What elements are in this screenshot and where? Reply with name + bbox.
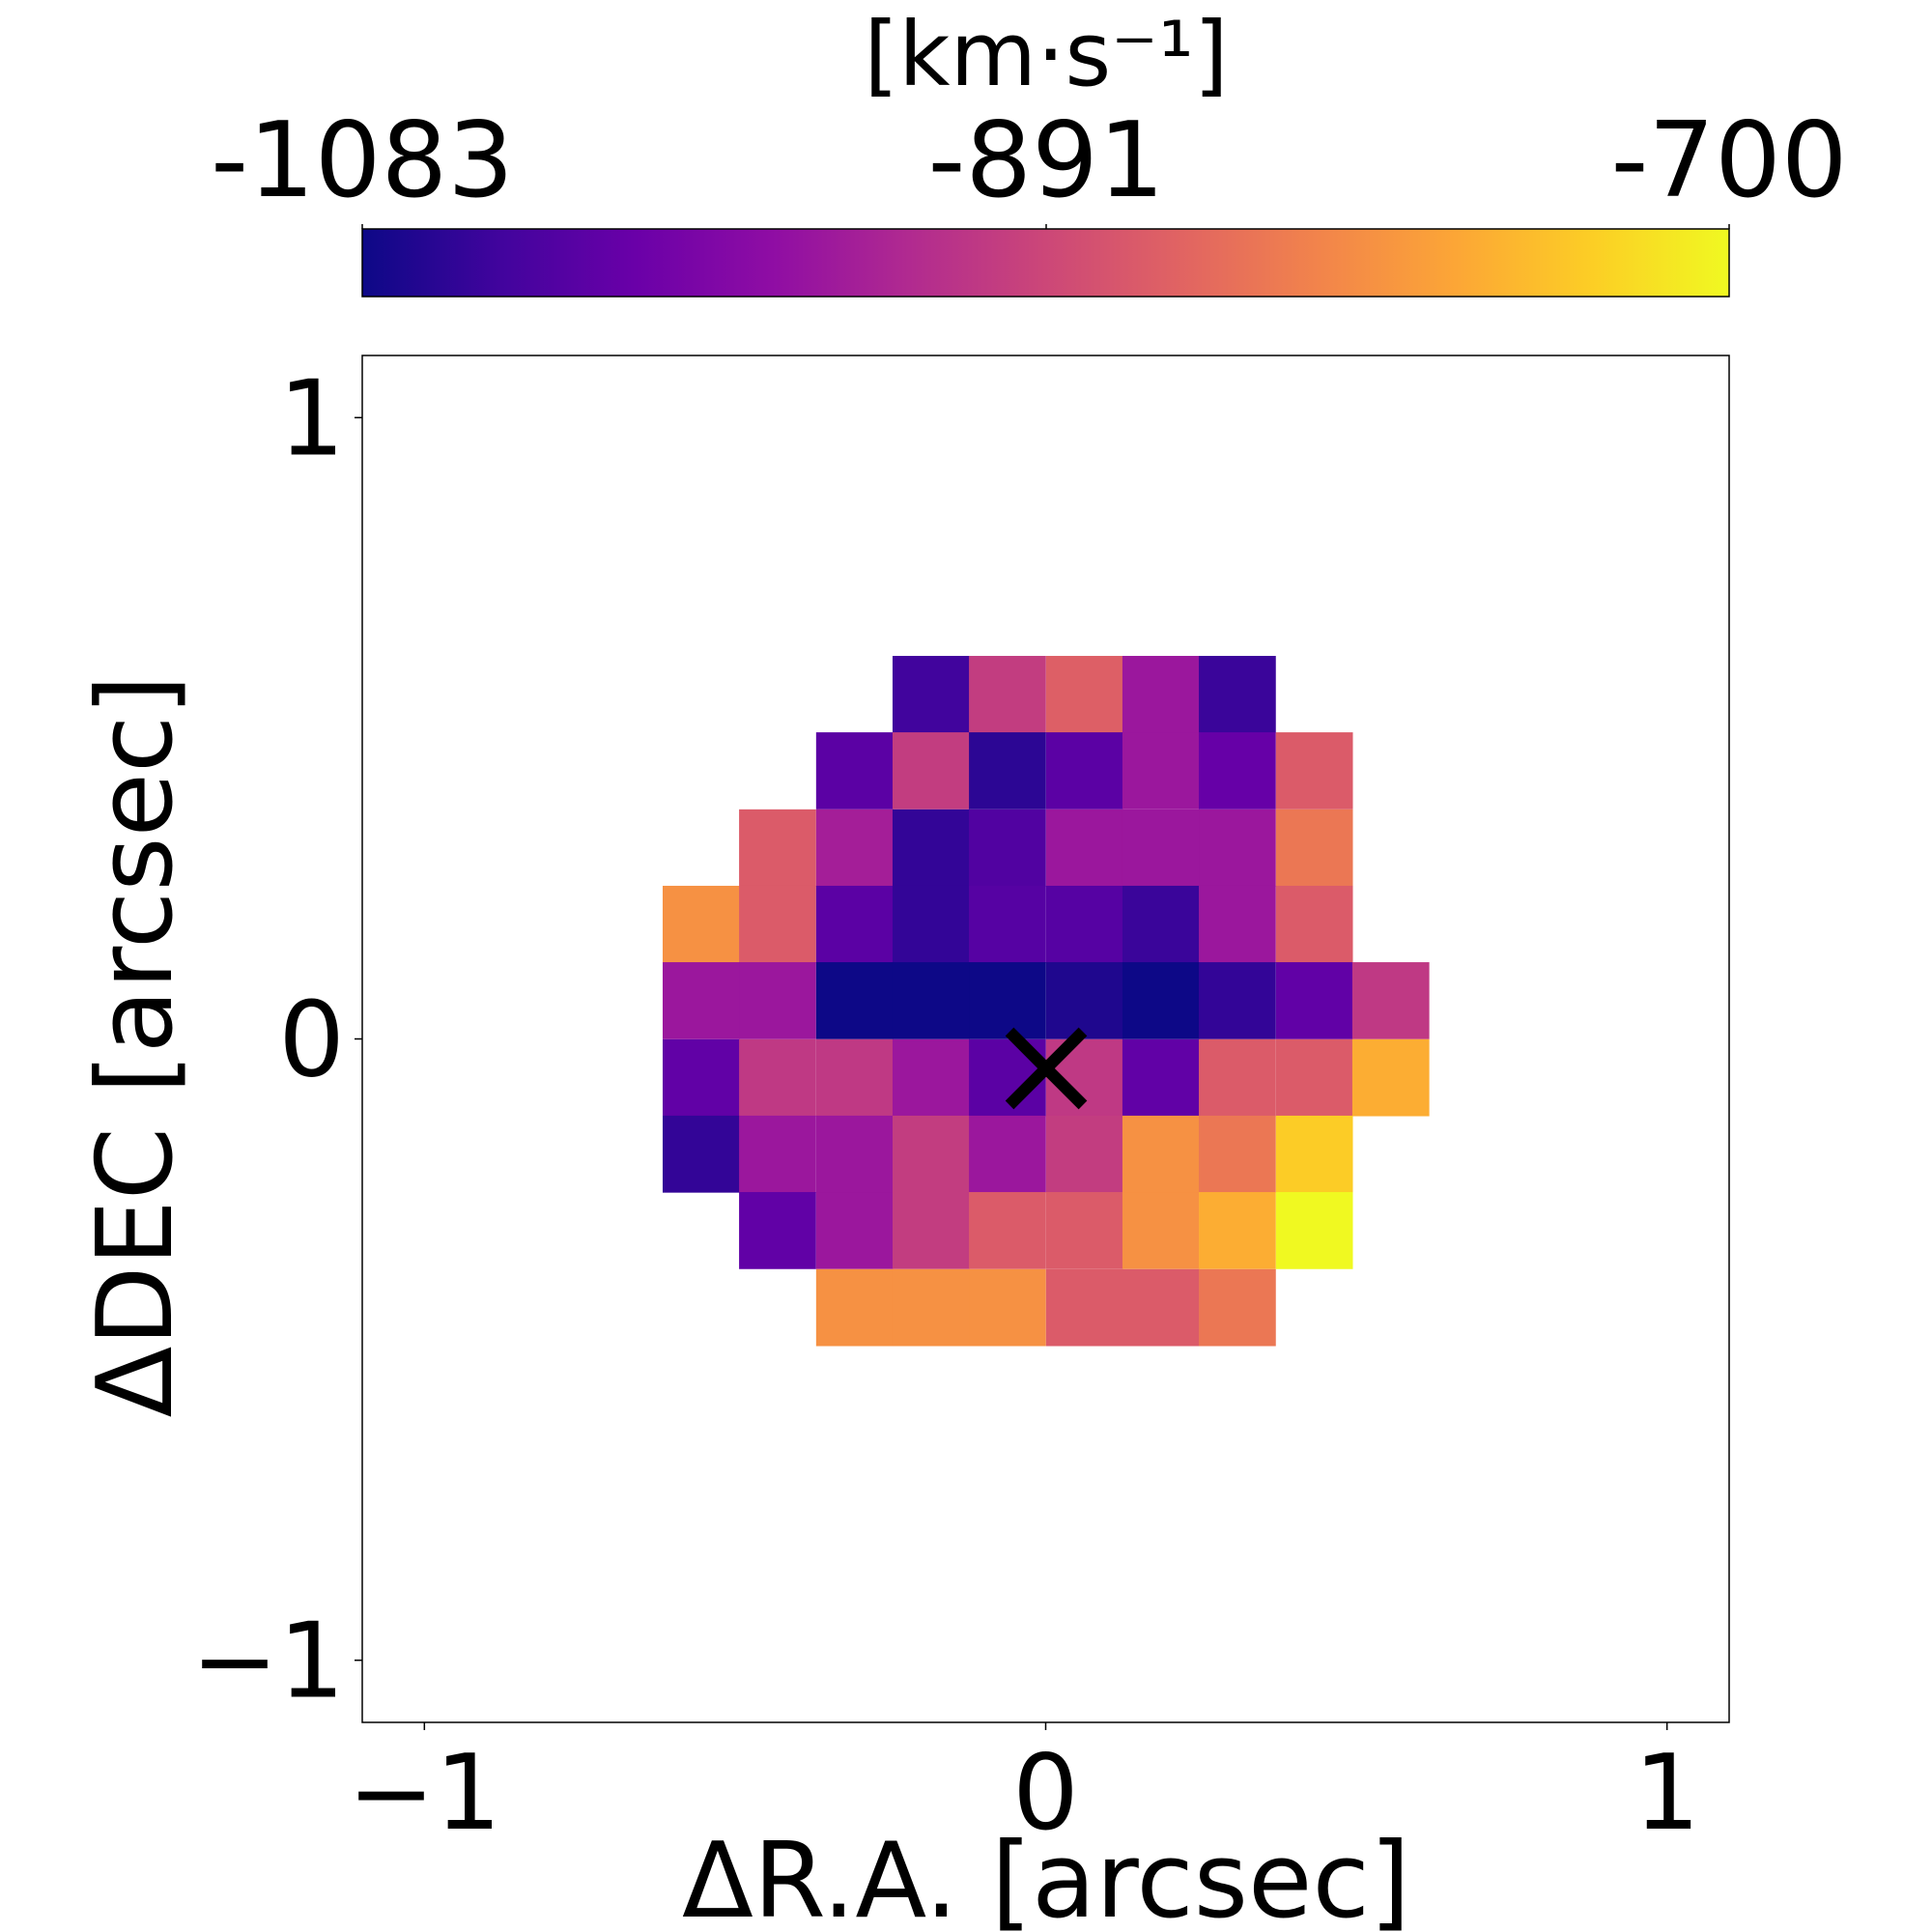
y-tick-label: −1 bbox=[191, 1602, 345, 1722]
heatmap-cell-59 bbox=[815, 1192, 894, 1269]
heatmap-cell-1 bbox=[969, 655, 1046, 733]
heatmap-cell-0 bbox=[892, 655, 970, 733]
heatmap-cell-65 bbox=[1275, 1192, 1353, 1269]
heatmap-cell-51 bbox=[815, 1115, 894, 1193]
heatmap-cell-69 bbox=[1045, 1268, 1123, 1347]
heatmap-cell-29 bbox=[662, 962, 740, 1039]
heatmap-cell-58 bbox=[739, 1192, 816, 1269]
heatmap-cell-16 bbox=[1045, 809, 1123, 887]
heatmap-cell-18 bbox=[1199, 809, 1276, 887]
heatmap-cell-30 bbox=[739, 962, 816, 1039]
heatmap-cell-2 bbox=[1045, 655, 1123, 733]
colorbar bbox=[361, 228, 1730, 298]
heatmap-cell-24 bbox=[969, 885, 1046, 963]
heatmap-cell-8 bbox=[1045, 732, 1123, 810]
heatmap-cell-11 bbox=[1275, 732, 1353, 810]
colorbar-tick-label-min: -1083 bbox=[211, 100, 514, 221]
heatmap-cell-6 bbox=[892, 732, 970, 810]
heatmap-cell-41 bbox=[815, 1038, 894, 1117]
heatmap-cell-15 bbox=[969, 809, 1046, 887]
heatmap-cell-9 bbox=[1122, 732, 1200, 810]
heatmap-cell-25 bbox=[1045, 885, 1123, 963]
heatmap-cell-7 bbox=[969, 732, 1046, 810]
y-tick-label: 1 bbox=[278, 358, 345, 479]
heatmap-cell-10 bbox=[1199, 732, 1276, 810]
heatmap-cell-5 bbox=[815, 732, 894, 810]
heatmap-cell-60 bbox=[892, 1192, 970, 1269]
heatmap-cell-28 bbox=[1275, 885, 1353, 963]
heatmap-cell-53 bbox=[969, 1115, 1046, 1193]
x-tick-label: −1 bbox=[348, 1733, 501, 1854]
heatmap-cell-54 bbox=[1045, 1115, 1123, 1193]
heatmap-cell-61 bbox=[969, 1192, 1046, 1269]
heatmap-cell-50 bbox=[739, 1115, 816, 1193]
colorbar-tick-label-mid: -891 bbox=[927, 100, 1164, 221]
heatmap-cell-40 bbox=[739, 1038, 816, 1117]
heatmap-cell-27 bbox=[1199, 885, 1276, 963]
heatmap-cell-33 bbox=[969, 962, 1046, 1039]
y-tick-label: 0 bbox=[278, 980, 345, 1101]
heatmap-cell-21 bbox=[739, 885, 816, 963]
heatmap-cell-46 bbox=[1199, 1038, 1276, 1117]
colorbar-label: [km·s⁻¹] bbox=[864, 3, 1228, 106]
heatmap-cell-62 bbox=[1045, 1192, 1123, 1269]
heatmap-cell-45 bbox=[1122, 1038, 1200, 1117]
heatmap-cell-39 bbox=[662, 1038, 740, 1117]
heatmap-cell-23 bbox=[892, 885, 970, 963]
center-marker: × bbox=[985, 980, 1107, 1149]
x-tick-label: 1 bbox=[1634, 1733, 1700, 1854]
heatmap-cell-35 bbox=[1122, 962, 1200, 1039]
colorbar-tick-label-max: -700 bbox=[1610, 100, 1847, 221]
heatmap-cell-47 bbox=[1275, 1038, 1353, 1117]
heatmap-cell-34 bbox=[1045, 962, 1123, 1039]
heatmap-cell-49 bbox=[662, 1115, 740, 1193]
heatmap-cells bbox=[662, 655, 1430, 1347]
heatmap-cell-71 bbox=[1199, 1268, 1276, 1347]
y-axis-label: ΔDEC [arcsec] bbox=[75, 675, 196, 1418]
heatmap-cell-38 bbox=[1351, 962, 1430, 1039]
heatmap-cell-12 bbox=[739, 809, 816, 887]
heatmap-cell-57 bbox=[1275, 1115, 1353, 1193]
heatmap-cell-67 bbox=[892, 1268, 970, 1347]
heatmap-cell-36 bbox=[1199, 962, 1276, 1039]
x-axis-label: ΔR.A. [arcsec] bbox=[682, 1821, 1410, 1932]
heatmap-cell-43 bbox=[969, 1038, 1046, 1117]
x-axis-ticks: −1 0 1 bbox=[348, 1722, 1700, 1854]
heatmap-cell-56 bbox=[1199, 1115, 1276, 1193]
heatmap-cell-26 bbox=[1122, 885, 1200, 963]
heatmap-cell-48 bbox=[1351, 1038, 1430, 1117]
heatmap-cell-64 bbox=[1199, 1192, 1276, 1269]
heatmap-cell-4 bbox=[1199, 655, 1276, 733]
heatmap-cell-44 bbox=[1045, 1038, 1123, 1117]
y-axis-ticks: −1 0 1 bbox=[191, 358, 362, 1722]
heatmap-cell-22 bbox=[815, 885, 894, 963]
heatmap-cell-31 bbox=[815, 962, 894, 1039]
heatmap-cell-55 bbox=[1122, 1115, 1200, 1193]
heatmap-cell-68 bbox=[969, 1268, 1046, 1347]
heatmap-cell-14 bbox=[892, 809, 970, 887]
x-tick-label: 0 bbox=[1012, 1733, 1079, 1854]
heatmap-cell-17 bbox=[1122, 809, 1200, 887]
heatmap-cell-3 bbox=[1122, 655, 1200, 733]
heatmap-cell-42 bbox=[892, 1038, 970, 1117]
heatmap-cell-66 bbox=[815, 1268, 894, 1347]
heatmap-cell-63 bbox=[1122, 1192, 1200, 1269]
heatmap-cell-32 bbox=[892, 962, 970, 1039]
heatmap-cell-19 bbox=[1275, 809, 1353, 887]
heatmap-cell-52 bbox=[892, 1115, 970, 1193]
heatmap-cell-20 bbox=[662, 885, 740, 963]
heatmap-cell-13 bbox=[815, 809, 894, 887]
heatmap-cell-70 bbox=[1122, 1268, 1200, 1347]
heatmap-cell-37 bbox=[1275, 962, 1353, 1039]
